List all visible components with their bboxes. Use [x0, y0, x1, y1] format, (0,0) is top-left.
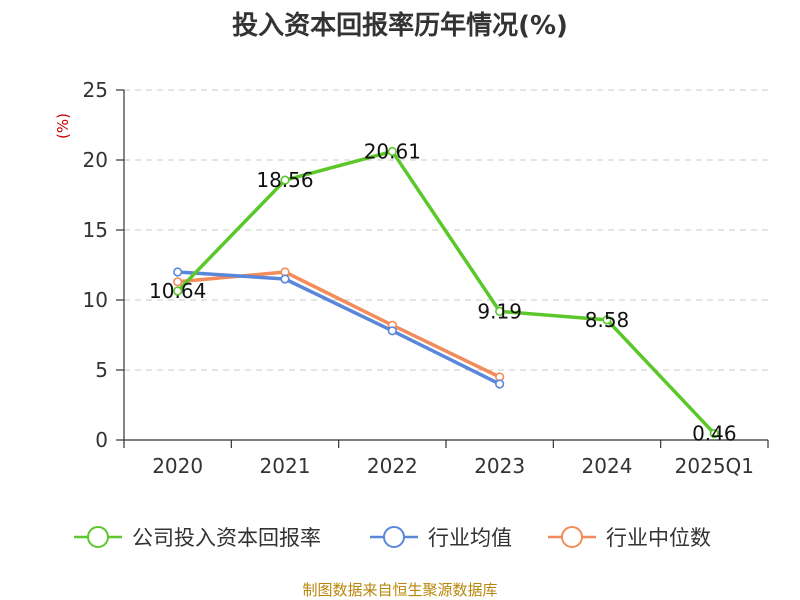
series-line	[177, 270, 501, 386]
x-tick-label: 2020	[152, 454, 203, 478]
legend-marker-icon	[383, 526, 405, 548]
x-tick-label: 2022	[367, 454, 418, 478]
x-tick-label: 2023	[474, 454, 525, 478]
y-tick-label: 15	[83, 218, 108, 242]
chart-title: 投入资本回报率历年情况(%)	[232, 10, 568, 41]
data-point	[387, 146, 397, 157]
y-tick-label: 10	[83, 288, 108, 312]
axes: 0 5 10 15 20 25 2020 2021 2022 2023 2024 2025Q1	[83, 78, 769, 478]
data-label: 9.19	[477, 299, 522, 323]
data-point	[495, 379, 505, 389]
y-tick-label: 0	[95, 428, 108, 452]
legend-marker-icon	[87, 526, 109, 548]
data-point	[280, 175, 290, 185]
data-point	[709, 428, 719, 439]
data-label: 10.64	[149, 279, 206, 303]
legend-marker-icon	[561, 526, 583, 548]
data-point	[173, 277, 183, 287]
data-label: 20.61	[364, 139, 421, 163]
y-tick-label: 25	[83, 78, 108, 102]
series-lines	[173, 146, 719, 439]
source-note: 制图数据来自恒生聚源数据库	[302, 581, 497, 599]
data-labels: 10.64 18.56 20.61 9.19 8.58 0.46	[149, 139, 737, 445]
data-label: 8.58	[585, 308, 630, 332]
legend-label: 行业均值	[428, 526, 512, 550]
data-label: 0.46	[692, 422, 737, 446]
y-axis-unit-label: (%)	[54, 113, 72, 139]
data-point	[495, 306, 505, 316]
data-point	[173, 286, 183, 296]
data-point	[173, 267, 183, 277]
legend-label: 公司投入资本回报率	[132, 526, 321, 550]
x-tick-label: 2024	[582, 454, 633, 478]
series-line	[176, 149, 716, 435]
data-point	[280, 274, 290, 284]
legend: 公司投入资本回报率 行业均值 行业中位数	[74, 526, 711, 550]
y-tick-label: 5	[95, 358, 108, 382]
legend-label: 行业中位数	[606, 526, 711, 550]
x-tick-label: 2025Q1	[675, 454, 754, 478]
data-point	[387, 326, 397, 336]
data-point	[602, 315, 612, 325]
y-tick-label: 20	[83, 148, 108, 172]
data-label: 18.56	[256, 168, 313, 192]
x-tick-label: 2021	[260, 454, 311, 478]
